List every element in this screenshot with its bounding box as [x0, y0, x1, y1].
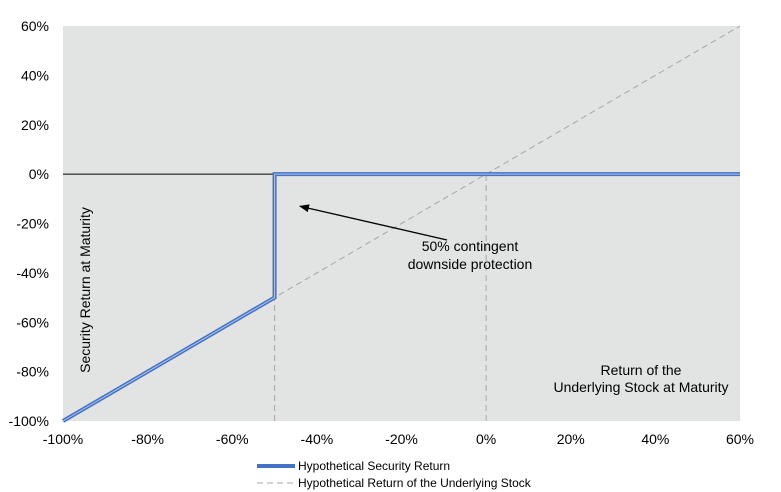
y-tick-label: -40%: [16, 265, 49, 281]
legend-label-security-return: Hypothetical Security Return: [298, 459, 450, 473]
y-axis-label: Security Return at Maturity: [77, 207, 93, 373]
y-tick-label: -60%: [16, 314, 49, 330]
x-tick-label: -40%: [301, 431, 334, 447]
x-tick-label: -60%: [216, 431, 249, 447]
x-axis-label-line-2: Underlying Stock at Maturity: [553, 379, 728, 395]
annotation-line-1: 50% contingent: [422, 238, 519, 254]
y-tick-label: -80%: [16, 364, 49, 380]
annotation-line-2: downside protection: [408, 256, 533, 272]
legend-label-underlying-stock: Hypothetical Return of the Underlying St…: [298, 476, 532, 490]
legend: Hypothetical Security Return Hypothetica…: [257, 459, 532, 490]
x-tick-label: -20%: [385, 431, 418, 447]
y-tick-label: 40%: [21, 67, 49, 83]
y-tick-label: 60%: [21, 18, 49, 34]
y-tick-label: -100%: [9, 413, 49, 429]
x-tick-label: 40%: [641, 431, 669, 447]
annotation-arrow: [298, 204, 448, 241]
y-tick-label: -20%: [16, 216, 49, 232]
y-tick-label: 0%: [29, 166, 49, 182]
x-tick-labels: -100% -80% -60% -40% -20% 0% 20% 40% 60%: [43, 431, 754, 447]
x-tick-label: 60%: [726, 431, 754, 447]
series-line-0-highlight: [62, 173, 740, 422]
y-tick-labels: -100% -80% -60% -40% -20% 0% 20% 40% 60%: [9, 18, 49, 429]
x-tick-label: -80%: [131, 431, 164, 447]
x-tick-label: 20%: [557, 431, 585, 447]
x-tick-label: -100%: [43, 431, 83, 447]
y-tick-label: 20%: [21, 117, 49, 133]
x-axis-label-line-1: Return of the: [601, 362, 682, 378]
reference-lines: [274, 174, 487, 421]
series-layer: [61, 25, 741, 423]
x-tick-label: 0%: [476, 431, 496, 447]
